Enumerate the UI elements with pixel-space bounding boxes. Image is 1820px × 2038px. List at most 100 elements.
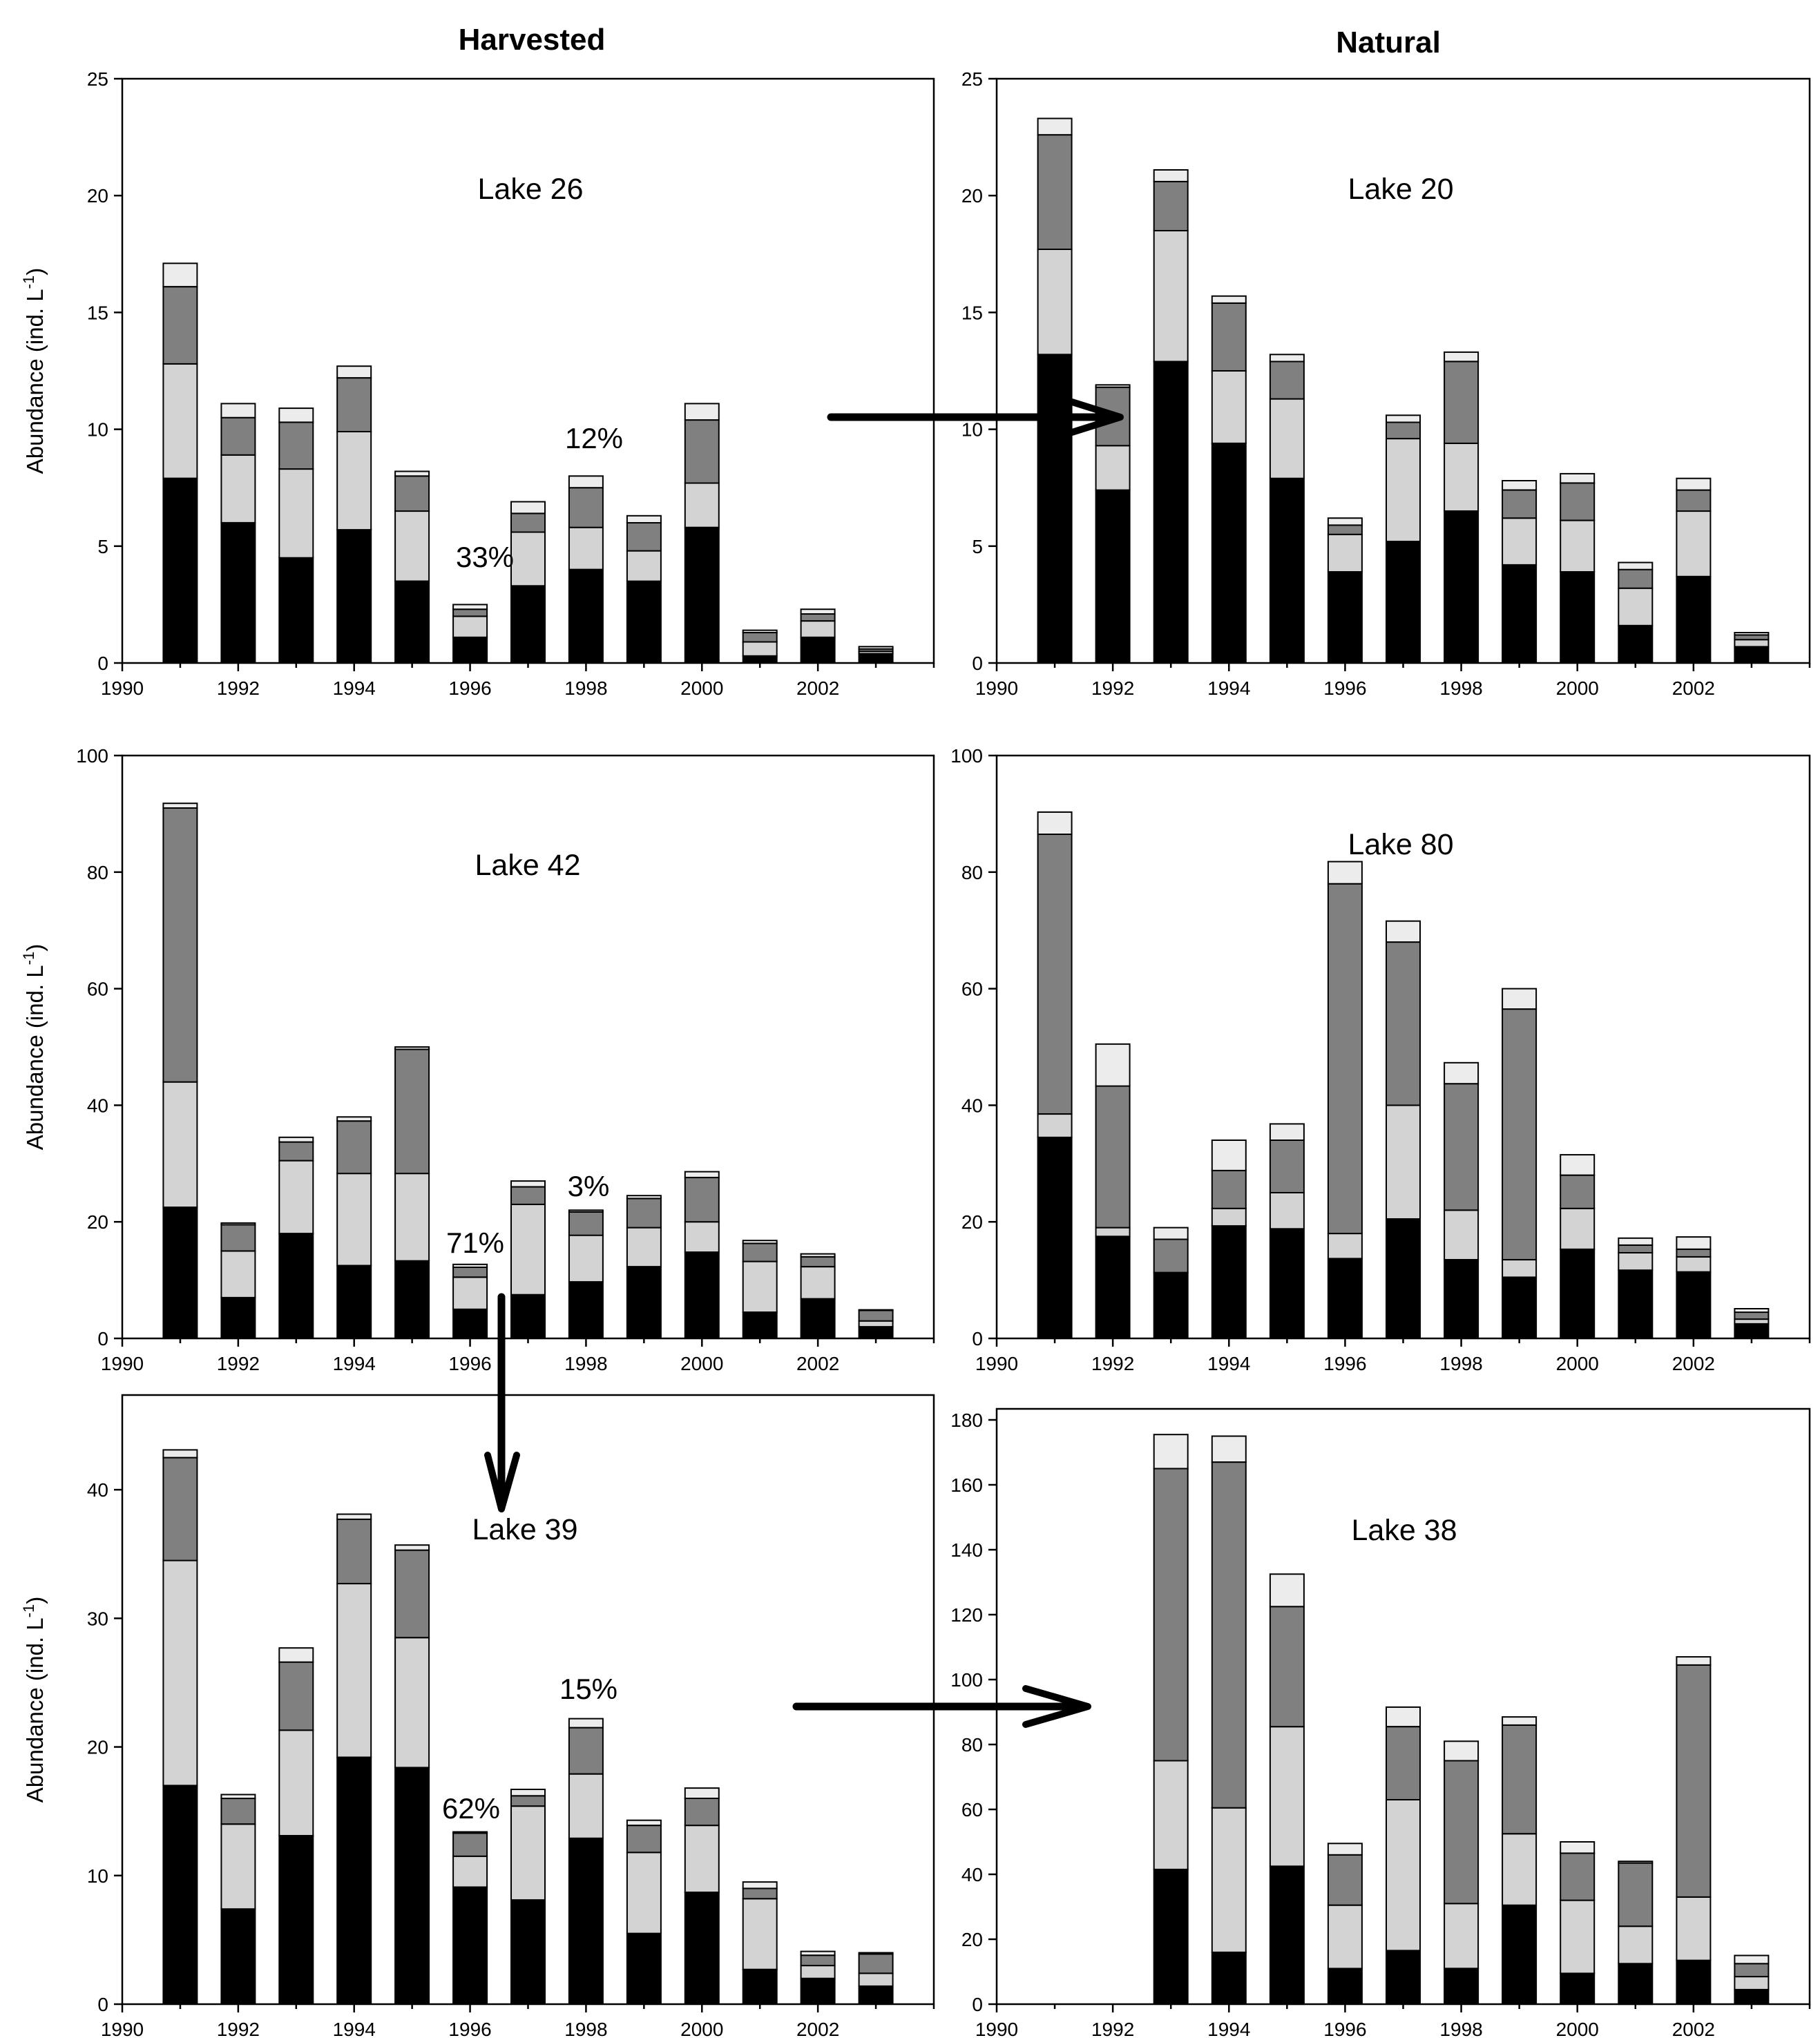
lake-42-ytick-label-20: 20	[87, 1211, 108, 1233]
panel-lake-80: 0 20 40 60 80 100 1990 1992 1994 1996 1998 2000 2002…	[950, 745, 1811, 1374]
lake-38-ytick-label-180: 180	[950, 1410, 983, 1431]
lake-26-title: Lake 26	[477, 173, 583, 206]
lake-42-xtick-label-2002: 2002	[796, 1353, 839, 1374]
bar-lake-42-1997-s1	[510, 1294, 546, 1339]
lake-38-ytick-label-100: 100	[950, 1669, 983, 1691]
bar-lake-80-1995-s1	[1269, 1228, 1305, 1340]
bar-lake-39-1992-s3	[220, 1798, 256, 1825]
bar-lake-20-2003-s4	[1734, 632, 1770, 636]
panel-lake-42: 0 20 40 60 80 100 1990 1992 1994 1996 1998 2000 2002…	[20, 745, 935, 1374]
bar-lake-38-1995-s3	[1269, 1606, 1305, 1728]
bar-lake-20-2000-s1	[1560, 571, 1596, 664]
bar-lake-39-1991-s1	[162, 1785, 198, 2005]
bar-lake-20-1997-s4	[1386, 414, 1421, 423]
bar-lake-26-2000-s3	[684, 419, 720, 484]
bar-lake-42-2000-s2	[684, 1221, 720, 1253]
bar-lake-26-1993-s3	[278, 421, 314, 470]
bar-lake-80-1994-s3	[1211, 1169, 1247, 1209]
lake-26-xtick-label-2002: 2002	[796, 677, 839, 699]
bar-lake-80-1995-s2	[1269, 1192, 1305, 1230]
bar-lake-42-2003-s4	[858, 1309, 894, 1311]
bar-lake-26-1998-s2	[568, 526, 604, 570]
bar-lake-20-2003-s2	[1734, 639, 1770, 648]
bar-lake-39-1994-s4	[336, 1513, 372, 1520]
lake-26-xtick-label-1998: 1998	[564, 677, 607, 699]
bar-lake-39-1997-s2	[510, 1805, 546, 1901]
bar-lake-20-1994-s4	[1211, 295, 1247, 304]
lake-80-ytick-label-100: 100	[950, 745, 983, 767]
lake-39-ylabel: Abundance (ind. L-1)	[20, 1597, 48, 1803]
bar-lake-42-1995-s4	[394, 1046, 430, 1050]
bar-lake-39-1994-s1	[336, 1756, 372, 2005]
bar-lake-42-1998-s4	[568, 1209, 604, 1213]
bar-lake-20-1991-s3	[1037, 134, 1073, 250]
lake-39-xtick-label-1994: 1994	[333, 2019, 376, 2038]
lake-80-xtick-label-1994: 1994	[1207, 1353, 1250, 1374]
bar-lake-38-1994-s4	[1211, 1435, 1247, 1463]
bar-lake-80-2001-s1	[1618, 1269, 1654, 1340]
bar-lake-80-1991-s2	[1037, 1113, 1073, 1138]
bar-lake-26-1991-s2	[162, 363, 198, 479]
bar-lake-20-1994-s2	[1211, 370, 1247, 444]
bar-lake-26-1994-s2	[336, 431, 372, 531]
column-title-harvested: Harvested	[459, 23, 606, 57]
arrows	[484, 398, 1124, 1728]
bar-lake-42-1999-s3	[626, 1198, 662, 1229]
bar-lake-42-1992-s3	[220, 1224, 256, 1252]
bar-lake-42-1994-s4	[336, 1116, 372, 1122]
bar-lake-39-1998-s1	[568, 1837, 604, 2006]
bar-lake-39-1996-s1	[452, 1886, 488, 2005]
bar-lake-42-2001-s2	[742, 1260, 778, 1313]
lake-80-title: Lake 80	[1348, 828, 1453, 861]
bar-lake-39-1997-s3	[510, 1795, 546, 1807]
bar-lake-80-1991-s1	[1037, 1136, 1073, 1340]
lake-42-xtick-label-2000: 2000	[680, 1353, 723, 1374]
bar-lake-80-2003-s4	[1734, 1308, 1770, 1314]
lake-42-ylabel: Abundance (ind. L-1)	[20, 944, 48, 1150]
lake-26-ytick-label-20: 20	[87, 185, 108, 206]
bar-lake-80-1994-s1	[1211, 1225, 1247, 1339]
bar-lake-39-1995-s3	[394, 1549, 430, 1639]
bar-lake-20-1992-s1	[1095, 489, 1131, 664]
bar-lake-26-1995-s1	[394, 580, 430, 664]
bar-lake-26-1998-s3	[568, 487, 604, 528]
bar-lake-80-1999-s2	[1502, 1259, 1538, 1278]
bar-lake-80-2000-s4	[1560, 1154, 1596, 1176]
bar-lake-42-1995-s2	[394, 1173, 430, 1262]
bar-lake-80-1995-s4	[1269, 1123, 1305, 1142]
lake-20-ytick-label-5: 5	[972, 536, 983, 557]
arrow-head	[484, 1452, 520, 1512]
bar-lake-20-1992-s4	[1095, 384, 1131, 388]
lake-38-title: Lake 38	[1351, 1514, 1457, 1547]
bar-lake-38-2003-s1	[1734, 1988, 1770, 2006]
bar-lake-38-1999-s4	[1502, 1716, 1538, 1726]
bar-lake-39-1997-s1	[510, 1899, 546, 2005]
lake-39-ytick-label-30: 30	[87, 1608, 108, 1629]
bar-lake-42-1996-s4	[452, 1263, 488, 1269]
bar-lake-80-1994-s4	[1211, 1140, 1247, 1171]
lake-39-xtick-label-2002: 2002	[796, 2019, 839, 2038]
column-title-natural: Natural	[1336, 26, 1441, 59]
bar-lake-39-2003-s1	[858, 1985, 894, 2005]
bar-lake-39-1993-s4	[278, 1647, 314, 1663]
bar-lake-20-1999-s1	[1502, 564, 1538, 664]
bar-lake-38-2000-s4	[1560, 1841, 1596, 1854]
bar-lake-20-2001-s1	[1618, 624, 1654, 664]
lake-38-xtick-label-1992: 1992	[1091, 2019, 1134, 2038]
lake-26-ytick-label-15: 15	[87, 302, 108, 323]
bar-lake-38-2000-s1	[1560, 1972, 1596, 2006]
bar-lake-39-1991-s3	[162, 1457, 198, 1561]
bar-lake-20-1996-s4	[1327, 517, 1363, 526]
bar-lake-20-1993-s1	[1153, 361, 1189, 664]
bar-lake-39-2000-s4	[684, 1787, 720, 1800]
bar-lake-20-1991-s2	[1037, 249, 1073, 356]
bar-lake-42-1993-s4	[278, 1136, 314, 1143]
lake-26-bars	[162, 262, 894, 664]
bar-lake-39-2002-s1	[800, 1977, 836, 2006]
bar-lake-42-1995-s1	[394, 1260, 430, 1339]
bar-lake-38-2002-s1	[1676, 1959, 1712, 2006]
lake-26-xtick-label-1996: 1996	[448, 677, 491, 699]
bar-lake-80-1992-s2	[1095, 1227, 1131, 1238]
bar-lake-20-1995-s4	[1269, 354, 1305, 363]
